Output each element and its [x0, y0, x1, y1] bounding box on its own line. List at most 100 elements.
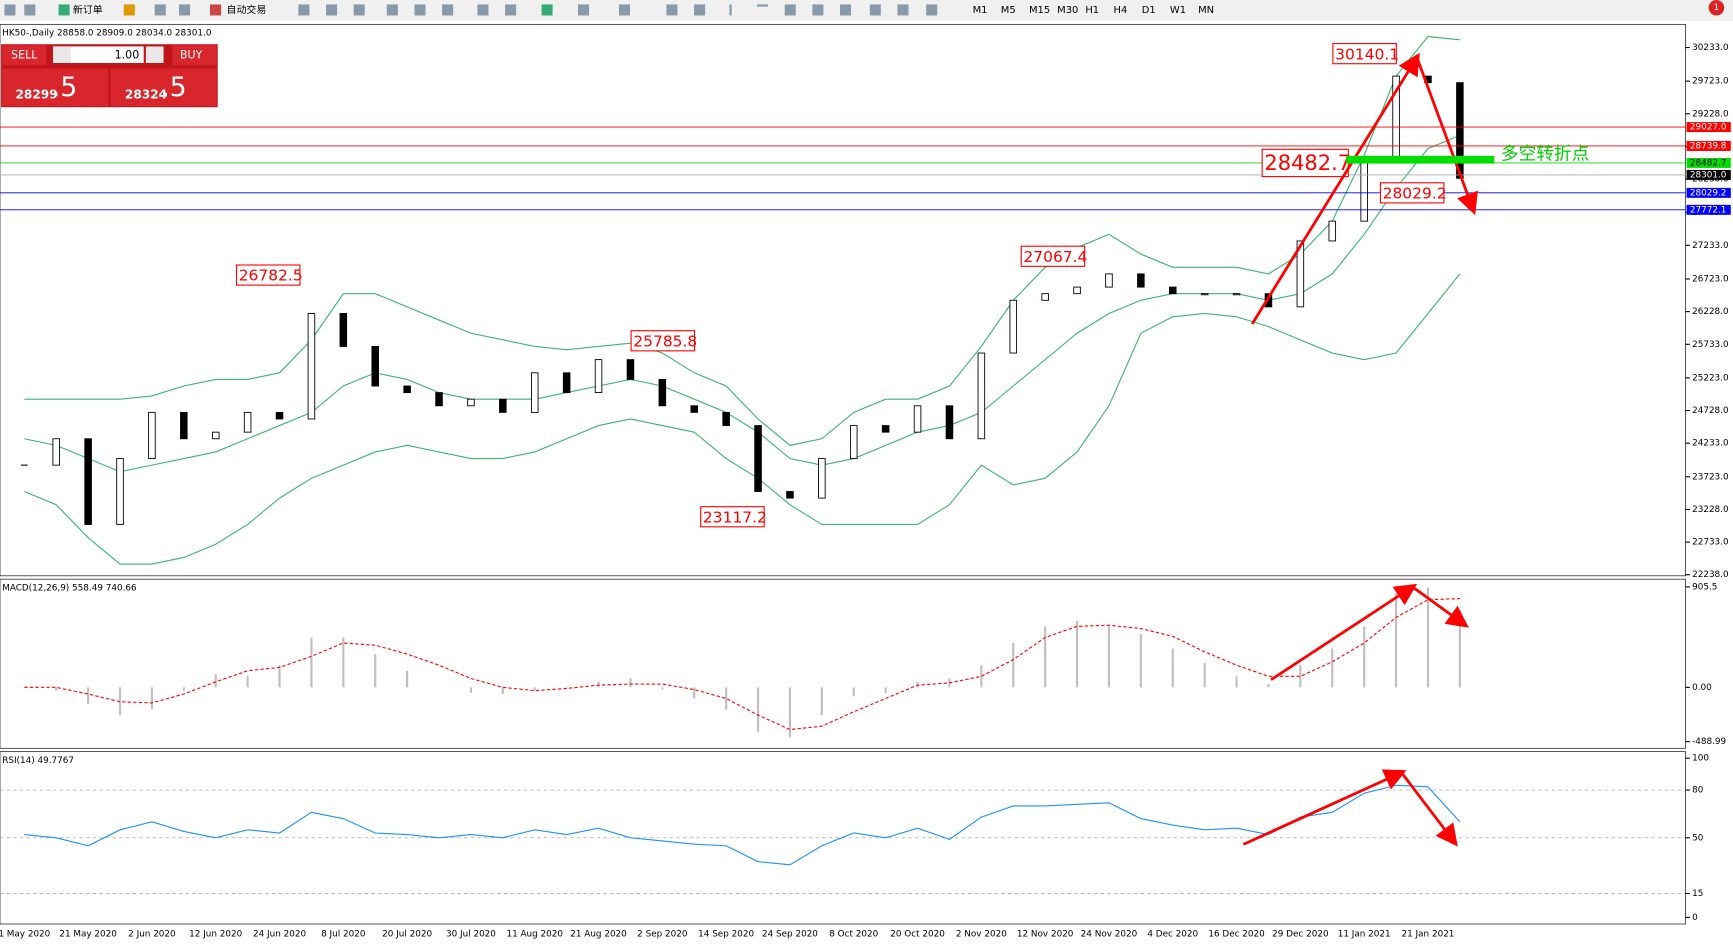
sell-button[interactable]: [2, 45, 47, 66]
x-tick-label: 2 Nov 2020: [956, 929, 1007, 939]
toolbar: [0, 0, 1733, 21]
bollinger-band: [24, 273, 1461, 565]
x-tick-label: 2 Jun 2020: [128, 929, 176, 939]
level-label: 28029.2: [1690, 188, 1727, 198]
candle: [116, 458, 124, 525]
price-annotation-box: [1332, 43, 1397, 65]
timeframe-button[interactable]: M5: [1001, 5, 1016, 16]
x-tick-label: 8 Jul 2020: [321, 929, 366, 939]
y-tick-label: 80: [1692, 786, 1704, 796]
macd-bar: [1171, 648, 1174, 688]
level-label: 27772.1: [1690, 205, 1727, 215]
candle: [626, 359, 635, 380]
y-tick-label: 15: [1692, 889, 1703, 899]
macd-bar: [629, 678, 632, 688]
macd-bar: [342, 637, 345, 688]
auto-trading-button[interactable]: 自动交易: [227, 3, 267, 16]
x-tick-label: 21 Aug 2020: [570, 929, 627, 939]
y-tick-label: 26228.0: [1692, 307, 1729, 317]
y-tick-label: 905.5: [1692, 582, 1717, 592]
macd-bar: [1426, 587, 1430, 688]
buy-button[interactable]: [172, 45, 217, 66]
x-tick-label: 11 Jan 2021: [1338, 929, 1391, 939]
candle: [1296, 240, 1305, 308]
candle: [786, 491, 794, 499]
macd-bar: [1458, 609, 1461, 688]
y-tick-label: 50: [1692, 833, 1704, 843]
ask-price: 28324: [125, 88, 167, 102]
timeframe-button[interactable]: H4: [1114, 5, 1128, 16]
x-tick-label: 24 Sep 2020: [762, 929, 818, 939]
candle: [1137, 273, 1145, 288]
macd-bar: [87, 687, 90, 705]
x-tick-label: 11 Aug 2020: [506, 929, 563, 939]
timeframe-button[interactable]: M15: [1029, 5, 1050, 16]
price-annotation-box: [700, 506, 765, 528]
y-tick-label: 24233.0: [1692, 439, 1729, 449]
macd-bar: [788, 687, 792, 738]
candle: [977, 352, 986, 440]
candle: [1328, 220, 1337, 242]
candle: [722, 411, 730, 427]
timeframe-button[interactable]: MN: [1198, 5, 1214, 16]
level-label-box: [1686, 122, 1731, 133]
toolbar-icons: [4, 4, 938, 16]
level-label: 28301.0: [1690, 170, 1727, 180]
macd-bar: [55, 687, 58, 691]
x-tick-label: 20 Oct 2020: [890, 929, 945, 939]
x-tick-label: 24 Jun 2020: [253, 929, 306, 939]
price-annotation: 28029.2: [1383, 184, 1447, 202]
y-tick-label: 29723.0: [1692, 77, 1729, 87]
candle: [307, 313, 316, 420]
macd-bar: [150, 687, 154, 710]
macd-bar: [1139, 634, 1142, 688]
macd-bar: [1203, 662, 1206, 688]
price-annotation-box: [235, 264, 301, 286]
notification-badge[interactable]: [1708, 0, 1725, 16]
timeframe-button[interactable]: H1: [1085, 5, 1099, 16]
candle: [499, 398, 507, 413]
macd-signal: [24, 598, 1460, 731]
timeframe-button[interactable]: M30: [1057, 5, 1078, 16]
macd-bar: [246, 676, 249, 688]
macd-bar: [182, 687, 185, 691]
macd-bar: [501, 687, 504, 695]
candle: [1009, 299, 1018, 354]
y-tick-label: 23723.0: [1692, 472, 1729, 482]
macd-bar: [597, 681, 600, 688]
price-pane: [0, 23, 1686, 577]
macd-bar: [693, 687, 696, 699]
trade-panel: SELL 1.00 BUY 28299 .5 28324 .5: [1, 44, 218, 108]
candle: [658, 378, 667, 407]
candle: [754, 425, 762, 492]
timeframe-button[interactable]: W1: [1170, 5, 1186, 16]
macd-bar: [756, 687, 760, 732]
price-annotation: 28482.7: [1264, 151, 1351, 175]
level-label: 28739.8: [1690, 141, 1727, 151]
new-order-button[interactable]: 新订单: [73, 3, 103, 16]
y-tick-label: 27233.0: [1692, 241, 1729, 251]
level-label: 28482.7: [1690, 158, 1727, 168]
timeframe-button[interactable]: D1: [1142, 5, 1156, 16]
macd-bar: [1363, 626, 1366, 688]
x-tick-label: 24 Nov 2020: [1081, 929, 1138, 939]
ask-fraction: .5: [161, 72, 186, 103]
rsi-title: RSI(14) 49.7767: [2, 756, 74, 766]
lot-input[interactable]: [53, 46, 144, 63]
x-tick-label: 4 Dec 2020: [1147, 929, 1198, 939]
timeframe-button[interactable]: M1: [973, 5, 988, 16]
candle: [1360, 161, 1368, 222]
candle: [243, 411, 252, 433]
macd-bar: [1012, 642, 1015, 688]
macd-bar: [1267, 684, 1270, 688]
candle: [1200, 293, 1209, 296]
candle: [849, 425, 858, 459]
y-tick-label: 30233.0: [1692, 43, 1729, 53]
macd-bar: [469, 687, 473, 693]
macd-bar: [1107, 626, 1111, 688]
y-tick-label: 0.00: [1692, 683, 1712, 693]
level-label: 29027.0: [1690, 123, 1727, 133]
y-tick-label: 23228.0: [1692, 505, 1729, 515]
x-tick-label: 1 May 2020: [0, 929, 51, 939]
x-tick-label: 21 Jan 2021: [1402, 929, 1455, 939]
